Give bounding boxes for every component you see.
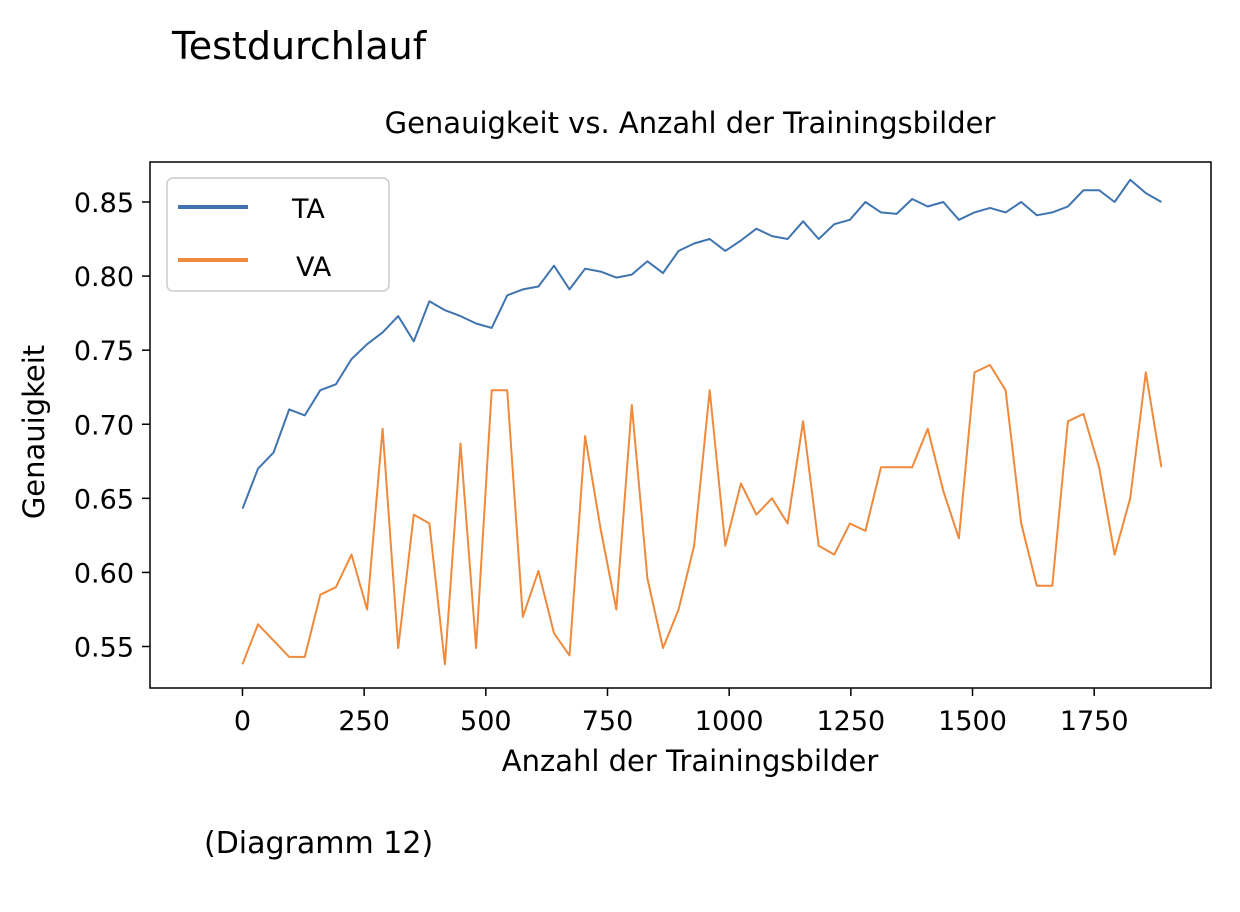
x-axis-label: Anzahl der Trainingsbilder bbox=[502, 744, 879, 778]
x-tick-label: 1000 bbox=[695, 706, 764, 737]
legend-frame bbox=[166, 177, 390, 292]
y-tick-label: 0.55 bbox=[74, 633, 134, 664]
x-tick-label: 1500 bbox=[938, 706, 1007, 737]
x-tick-label: 0 bbox=[234, 706, 251, 737]
series-line-va bbox=[241, 364, 1163, 666]
legend: TA VA bbox=[166, 177, 390, 292]
diagram-caption: (Diagramm 12) bbox=[204, 826, 434, 861]
y-axis-label: Genauigkeit bbox=[17, 345, 51, 519]
series-line-ta bbox=[241, 178, 1162, 510]
page-heading: Testdurchlauf bbox=[172, 24, 427, 68]
plot-series-group bbox=[241, 178, 1163, 666]
x-axis: 0 250 500 750 1000 1250 1500 1750 bbox=[234, 688, 1129, 737]
x-tick-label: 1250 bbox=[816, 706, 885, 737]
x-tick-label: 250 bbox=[338, 706, 390, 737]
legend-label-ta: TA bbox=[291, 194, 325, 225]
y-tick-label: 0.80 bbox=[74, 262, 134, 293]
legend-label-va: VA bbox=[296, 252, 332, 283]
chart-title: Genauigkeit vs. Anzahl der Trainingsbild… bbox=[385, 106, 996, 140]
x-tick-label: 1750 bbox=[1060, 706, 1129, 737]
x-tick-label: 750 bbox=[582, 706, 634, 737]
y-axis: 0.55 0.60 0.65 0.70 0.75 0.80 0.85 bbox=[74, 188, 150, 664]
y-tick-label: 0.65 bbox=[74, 484, 134, 515]
x-tick-label: 500 bbox=[460, 706, 512, 737]
y-tick-label: 0.85 bbox=[74, 188, 134, 219]
y-tick-label: 0.70 bbox=[74, 410, 134, 441]
y-tick-label: 0.75 bbox=[74, 336, 134, 367]
y-tick-label: 0.60 bbox=[74, 558, 134, 589]
